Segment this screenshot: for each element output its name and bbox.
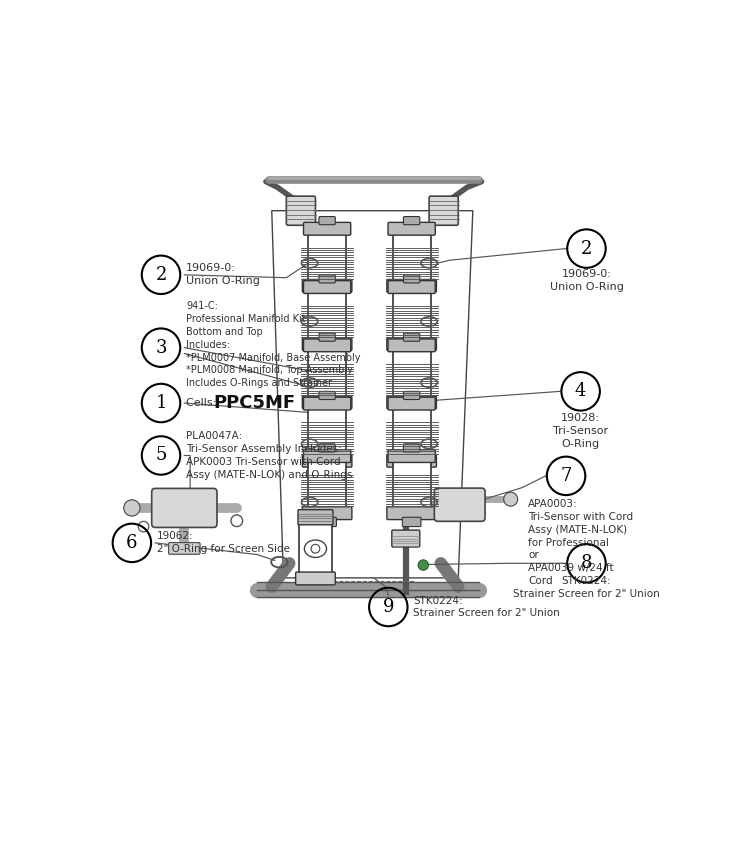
Text: 1: 1 (155, 394, 167, 412)
FancyBboxPatch shape (319, 333, 335, 341)
FancyBboxPatch shape (402, 465, 421, 474)
Text: 2: 2 (581, 240, 592, 258)
FancyBboxPatch shape (388, 397, 435, 410)
FancyBboxPatch shape (302, 507, 352, 519)
FancyBboxPatch shape (304, 223, 350, 235)
Text: PLA0047A:
Tri-Sensor Assembly Includes:
APK0003 Tri-Sensor with Cord
Assy (MATE-: PLA0047A: Tri-Sensor Assembly Includes: … (186, 431, 353, 479)
FancyBboxPatch shape (308, 462, 346, 508)
FancyBboxPatch shape (318, 518, 336, 527)
FancyBboxPatch shape (388, 339, 435, 352)
Text: 9: 9 (383, 598, 394, 616)
FancyBboxPatch shape (168, 542, 200, 554)
FancyBboxPatch shape (435, 488, 485, 521)
FancyBboxPatch shape (392, 530, 420, 547)
FancyBboxPatch shape (402, 406, 421, 416)
Text: 941-C:
Professional Manifold Kit
Bottom and Top
Includes:
*PLM0007 Manifold, Bas: 941-C: Professional Manifold Kit Bottom … (186, 302, 360, 388)
Circle shape (504, 492, 517, 507)
FancyBboxPatch shape (318, 290, 336, 299)
FancyBboxPatch shape (393, 409, 431, 456)
FancyBboxPatch shape (387, 507, 436, 519)
FancyBboxPatch shape (393, 350, 431, 397)
FancyBboxPatch shape (402, 348, 421, 358)
FancyBboxPatch shape (402, 518, 421, 527)
FancyBboxPatch shape (296, 572, 335, 585)
FancyBboxPatch shape (318, 348, 336, 358)
FancyBboxPatch shape (404, 444, 420, 452)
FancyBboxPatch shape (319, 444, 335, 452)
Text: STK0224:
Strainer Screen for 2" Union: STK0224: Strainer Screen for 2" Union (513, 576, 660, 599)
FancyBboxPatch shape (302, 454, 352, 468)
FancyBboxPatch shape (402, 290, 421, 299)
FancyBboxPatch shape (393, 462, 431, 508)
Text: 7: 7 (560, 467, 572, 484)
Text: 19028:
Tri-Sensor
O-Ring: 19028: Tri-Sensor O-Ring (553, 413, 608, 449)
Text: 3: 3 (155, 338, 167, 357)
Text: 19062:
2" O-Ring for Screen Side: 19062: 2" O-Ring for Screen Side (157, 531, 290, 554)
Text: 2: 2 (156, 266, 167, 284)
FancyBboxPatch shape (299, 524, 332, 573)
FancyBboxPatch shape (308, 350, 346, 397)
FancyBboxPatch shape (308, 409, 346, 456)
FancyBboxPatch shape (388, 223, 435, 235)
FancyBboxPatch shape (404, 217, 420, 224)
FancyBboxPatch shape (318, 465, 336, 474)
FancyBboxPatch shape (404, 391, 420, 399)
FancyBboxPatch shape (388, 280, 435, 293)
Text: APA0003:
Tri-Sensor with Cord
Assy (MATE-N-LOK)
for Professional
or
APA0039 w/24: APA0003: Tri-Sensor with Cord Assy (MATE… (528, 499, 633, 586)
Circle shape (418, 560, 429, 570)
Text: 19069-0:
Union O-Ring: 19069-0: Union O-Ring (550, 269, 623, 292)
FancyBboxPatch shape (304, 397, 350, 410)
FancyBboxPatch shape (302, 280, 352, 292)
FancyBboxPatch shape (393, 292, 431, 339)
FancyBboxPatch shape (319, 217, 335, 224)
FancyBboxPatch shape (387, 337, 436, 350)
FancyBboxPatch shape (387, 396, 436, 409)
Circle shape (124, 500, 140, 516)
FancyBboxPatch shape (388, 450, 435, 462)
FancyBboxPatch shape (404, 333, 420, 341)
Text: 19069-0:
Union O-Ring: 19069-0: Union O-Ring (186, 264, 260, 286)
FancyBboxPatch shape (393, 234, 431, 280)
FancyBboxPatch shape (304, 280, 350, 293)
FancyBboxPatch shape (404, 275, 420, 283)
FancyBboxPatch shape (304, 339, 350, 352)
FancyBboxPatch shape (319, 391, 335, 399)
FancyBboxPatch shape (387, 280, 436, 292)
Text: PPC5MF: PPC5MF (214, 394, 296, 412)
FancyBboxPatch shape (302, 396, 352, 409)
FancyBboxPatch shape (319, 275, 335, 283)
FancyBboxPatch shape (308, 234, 346, 280)
FancyBboxPatch shape (298, 510, 333, 524)
FancyBboxPatch shape (302, 337, 352, 350)
FancyBboxPatch shape (429, 196, 458, 225)
FancyBboxPatch shape (318, 406, 336, 416)
Text: 5: 5 (156, 446, 167, 464)
Text: STK0224:
Strainer Screen for 2" Union: STK0224: Strainer Screen for 2" Union (414, 596, 560, 619)
FancyBboxPatch shape (308, 292, 346, 339)
Text: Cells:: Cells: (186, 398, 220, 408)
Text: 6: 6 (126, 534, 138, 552)
FancyBboxPatch shape (152, 489, 217, 528)
FancyBboxPatch shape (304, 450, 350, 462)
Text: 4: 4 (575, 382, 587, 400)
Text: 8: 8 (581, 554, 593, 572)
FancyBboxPatch shape (387, 454, 436, 468)
FancyBboxPatch shape (287, 196, 316, 225)
